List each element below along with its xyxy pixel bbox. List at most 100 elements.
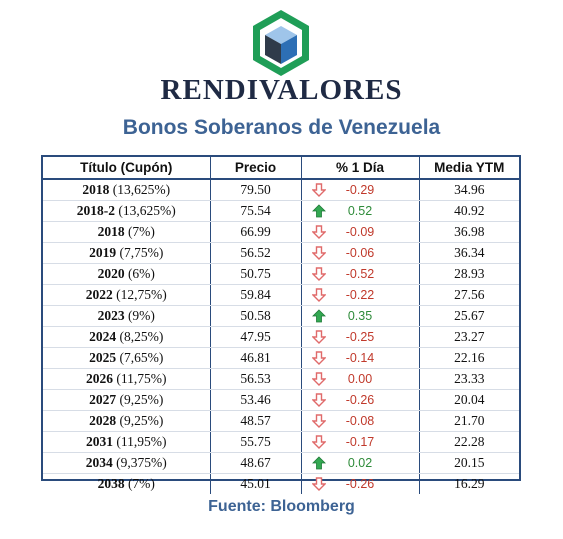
brand-title: RENDIVALORES — [160, 74, 403, 106]
price-cell: 50.75 — [210, 263, 302, 285]
bond-title-cell: 2022 (12,75%) — [43, 284, 211, 306]
down-arrow-icon — [310, 372, 327, 386]
bond-title-cell: 2038 (7%) — [43, 473, 211, 494]
bond-name: 2018 — [82, 181, 110, 197]
price-cell: 75.54 — [210, 200, 302, 222]
price-cell: 48.67 — [210, 452, 302, 474]
table-row: 2020 (6%) 50.75 -0.52 28.93 — [43, 263, 519, 285]
down-arrow-icon — [310, 267, 327, 281]
change-value: -0.52 — [345, 266, 375, 281]
table-row: 2028 (9,25%) 48.57 -0.08 21.70 — [43, 410, 519, 432]
price-cell: 79.50 — [210, 179, 302, 201]
bond-title-cell: 2018 (13,625%) — [43, 179, 211, 201]
price-cell: 46.81 — [210, 347, 302, 369]
change-cell: -0.06 — [301, 242, 420, 264]
price-cell: 47.95 — [210, 326, 302, 348]
bond-title-cell: 2034 (9,375%) — [43, 452, 211, 474]
change-value: -0.14 — [345, 350, 375, 365]
bond-coupon: (9,25%) — [119, 412, 164, 428]
bond-name: 2038 — [97, 475, 125, 491]
table-row: 2018-2 (13,625%) 75.54 0.52 40.92 — [43, 200, 519, 222]
bond-title-cell: 2027 (9,25%) — [43, 389, 211, 411]
table-row: 2018 (13,625%) 79.50 -0.29 34.96 — [43, 179, 519, 201]
down-arrow-icon — [310, 392, 327, 407]
table-row: 2034 (9,375%) 48.67 0.02 20.15 — [43, 452, 519, 474]
change-cell: -0.29 — [301, 179, 420, 201]
bond-coupon: (13,625%) — [112, 181, 171, 197]
change-cell: -0.52 — [301, 263, 420, 285]
change-cell: -0.25 — [301, 326, 420, 348]
bonds-table: Título (Cupón) Precio % 1 Día Media YTM … — [43, 157, 519, 494]
bond-title-cell: 2018-2 (13,625%) — [43, 200, 211, 222]
ytm-cell: 40.92 — [419, 200, 519, 222]
ytm-cell: 25.67 — [419, 305, 519, 327]
price-cell: 45.01 — [210, 473, 302, 494]
change-value: -0.25 — [345, 329, 375, 344]
bond-title-cell: 2019 (7,75%) — [43, 242, 211, 264]
table-row: 2038 (7%) 45.01 -0.26 16.29 — [43, 473, 519, 494]
price-cell: 56.52 — [210, 242, 302, 264]
change-cell: 0.35 — [301, 305, 420, 327]
header-title: Título (Cupón) — [43, 157, 211, 180]
table-row: 2026 (11,75%) 56.53 0.00 23.33 — [43, 368, 519, 390]
bond-name: 2025 — [89, 349, 117, 365]
change-value: -0.08 — [345, 413, 375, 428]
ytm-cell: 36.98 — [419, 221, 519, 243]
down-arrow-icon — [310, 351, 327, 365]
change-cell: 0.52 — [301, 200, 420, 222]
change-cell: 0.02 — [301, 452, 420, 474]
change-cell: -0.14 — [301, 347, 420, 369]
down-arrow-icon — [310, 476, 327, 491]
table-header-row: Título (Cupón) Precio % 1 Día Media YTM — [43, 157, 519, 180]
ytm-cell: 23.33 — [419, 368, 519, 390]
bond-name: 2031 — [86, 433, 113, 449]
page-subtitle: Bonos Soberanos de Venezuela — [122, 116, 441, 139]
down-arrow-icon — [310, 413, 327, 428]
bond-name: 2023 — [97, 307, 125, 323]
down-arrow-icon — [310, 288, 327, 302]
bond-coupon: (9,25%) — [119, 391, 164, 407]
ytm-cell: 28.93 — [419, 263, 519, 285]
bond-name: 2022 — [85, 286, 113, 302]
down-arrow-icon — [310, 330, 327, 344]
price-cell: 55.75 — [210, 431, 302, 453]
change-value: -0.17 — [345, 434, 375, 449]
price-cell: 59.84 — [210, 284, 302, 306]
bond-name: 2028 — [89, 412, 117, 428]
down-arrow-icon — [310, 434, 327, 449]
table-row: 2031 (11,95%) 55.75 -0.17 22.28 — [43, 431, 519, 453]
change-cell: -0.22 — [301, 284, 420, 306]
table-body: 2018 (13,625%) 79.50 -0.29 34.96 2018-2 (13,… — [43, 179, 519, 494]
bond-coupon: (6%) — [127, 265, 155, 281]
bond-coupon: (13,625%) — [118, 202, 176, 218]
bond-coupon: (12,75%) — [116, 286, 167, 302]
ytm-cell: 20.04 — [419, 389, 519, 411]
bond-title-cell: 2031 (11,95%) — [43, 431, 211, 453]
table-row: 2019 (7,75%) 56.52 -0.06 36.34 — [43, 242, 519, 264]
bond-title-cell: 2025 (7,65%) — [43, 347, 211, 369]
price-cell: 56.53 — [210, 368, 302, 390]
bond-name: 2019 — [89, 244, 117, 260]
change-cell: -0.26 — [301, 473, 420, 494]
bond-name: 2020 — [97, 265, 125, 281]
header-change: % 1 Día — [301, 157, 420, 180]
table-row: 2018 (7%) 66.99 -0.09 36.98 — [43, 221, 519, 243]
change-value: 0.35 — [347, 308, 373, 323]
change-cell: -0.17 — [301, 431, 420, 453]
header-price: Precio — [210, 157, 302, 180]
bond-name: 2027 — [89, 391, 117, 407]
ytm-cell: 22.16 — [419, 347, 519, 369]
up-arrow-icon — [311, 456, 326, 470]
bond-coupon: (7%) — [127, 475, 155, 491]
bond-coupon: (11,75%) — [116, 370, 167, 386]
bonds-table-container: Título (Cupón) Precio % 1 Día Media YTM … — [41, 155, 521, 494]
ytm-cell: 21.70 — [419, 410, 519, 432]
bond-coupon: (7,65%) — [119, 349, 164, 365]
ytm-cell: 23.27 — [419, 326, 519, 348]
bond-name: 2034 — [85, 454, 113, 470]
table-row: 2022 (12,75%) 59.84 -0.22 27.56 — [43, 284, 519, 306]
change-value: -0.22 — [345, 287, 375, 302]
bond-coupon: (11,95%) — [116, 433, 167, 449]
bond-name: 2018 — [97, 223, 125, 239]
change-cell: -0.08 — [301, 410, 420, 432]
